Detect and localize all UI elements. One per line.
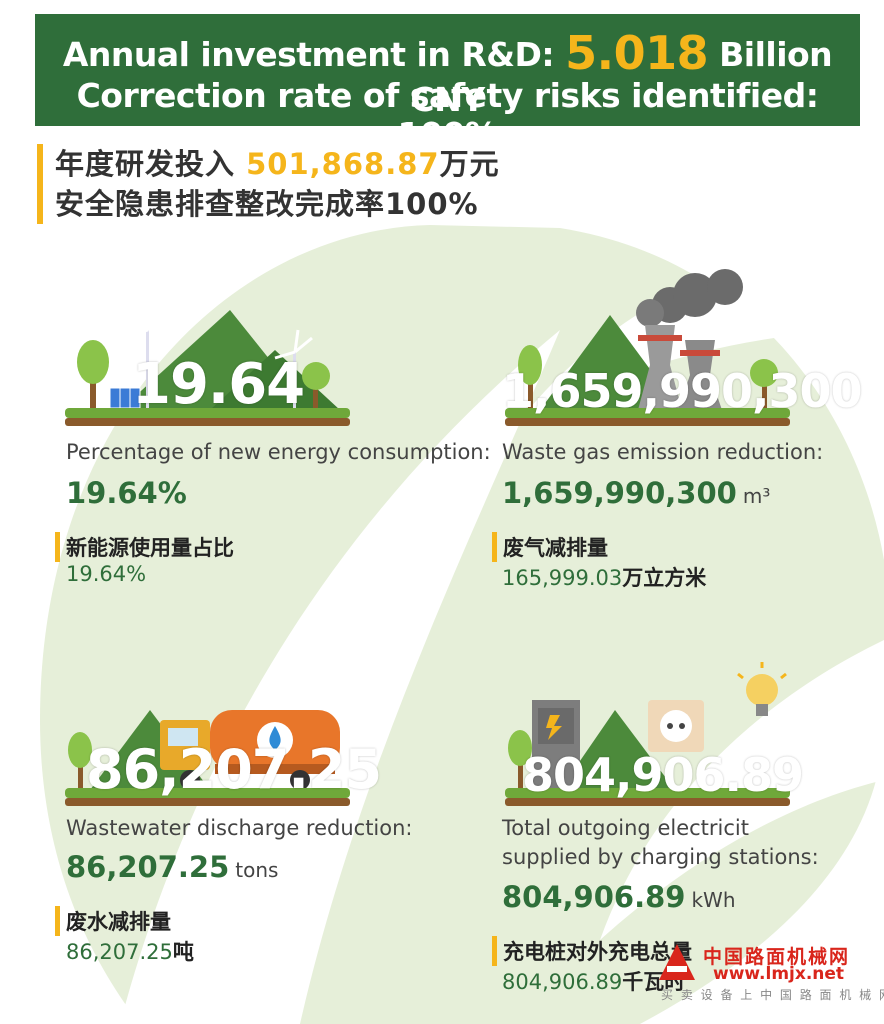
smoke-icon xyxy=(636,269,743,327)
cooling-tower-icon xyxy=(638,325,682,410)
power-socket-icon xyxy=(648,700,704,752)
tree-icon xyxy=(750,359,778,410)
tree-icon xyxy=(518,345,542,410)
water-drop-icon xyxy=(257,722,293,758)
energy-en-value: 19.64% xyxy=(66,476,187,510)
lightning-icon xyxy=(546,715,562,740)
wind-turbine-icon xyxy=(274,329,313,410)
charging-big-number: 804,906.89 xyxy=(522,748,804,802)
water-big-number: 86,207.25 xyxy=(86,738,382,801)
cn-safety-rate: 安全隐患排查整改完成率100% xyxy=(55,187,479,221)
charging-en-label-line1: Total outgoing electricit xyxy=(502,816,749,840)
water-illustration xyxy=(65,710,350,806)
watermark-slogan: 买 卖 设 备 上 中 国 路 面 机 械 网 xyxy=(661,988,884,1002)
energy-cn-value: 19.64% xyxy=(66,562,147,586)
water-en-label: Wastewater discharge reduction: xyxy=(66,816,413,840)
gas-big-number: 1,659,990,300 xyxy=(502,364,862,418)
rd-investment-value: 5.018 xyxy=(565,26,709,80)
cooling-tower-icon xyxy=(678,340,722,410)
tree-icon xyxy=(77,340,109,410)
energy-illustration xyxy=(65,301,350,426)
charging-en-label-line2: supplied by charging stations: xyxy=(502,845,819,869)
wind-turbine-icon xyxy=(121,301,172,410)
rd-investment-line: Annual investment in R&D: 5.018 Billion … xyxy=(62,26,833,119)
site-watermark: 中国路面机械网 www.lmjx.net 买 卖 设 备 上 中 国 路 面 机… xyxy=(655,940,884,1012)
watermark-url: www.lmjx.net xyxy=(713,964,845,984)
gas-cn-value: 165,999.03万立方米 xyxy=(502,566,707,590)
light-bulb-icon xyxy=(737,662,787,716)
gas-en-label: Waste gas emission reduction: xyxy=(502,440,824,464)
safety-correction-line: Correction rate of safety risks identifi… xyxy=(76,76,819,154)
headline-banner: Annual investment in R&D: 5.018 Billion … xyxy=(35,14,860,154)
water-cn-value: 86,207.25吨 xyxy=(66,940,194,964)
mountain-icon xyxy=(560,710,675,790)
cn-rd-investment: 年度研发投入 501,868.87万元 xyxy=(55,147,500,181)
charging-cabinet-icon xyxy=(532,700,580,790)
energy-big-number: 19.64 xyxy=(132,352,305,417)
chinese-headline: 年度研发投入 501,868.87万元 安全隐患排查整改完成率100% xyxy=(37,144,500,224)
energy-cn-label: 新能源使用量占比 xyxy=(55,532,234,562)
watermark-logo-icon xyxy=(659,944,695,980)
gas-en-value: 1,659,990,300 m³ xyxy=(502,476,771,510)
water-cn-label: 废水减排量 xyxy=(55,906,171,936)
tree-icon xyxy=(68,732,92,790)
charging-cn-label: 充电桩对外充电总量 xyxy=(492,936,692,966)
truck-icon xyxy=(160,720,210,770)
gas-cn-label: 废气减排量 xyxy=(492,532,608,562)
energy-en-label: Percentage of new energy consumption: xyxy=(66,440,491,464)
gas-illustration xyxy=(505,269,790,426)
tree-icon xyxy=(508,730,532,790)
charging-en-value: 804,906.89 kWh xyxy=(502,880,736,914)
watermark-site-name: 中国路面机械网 xyxy=(703,946,851,968)
charging-illustration xyxy=(505,662,790,806)
tree-icon xyxy=(302,362,330,410)
water-en-value: 86,207.25 tons xyxy=(66,850,279,884)
